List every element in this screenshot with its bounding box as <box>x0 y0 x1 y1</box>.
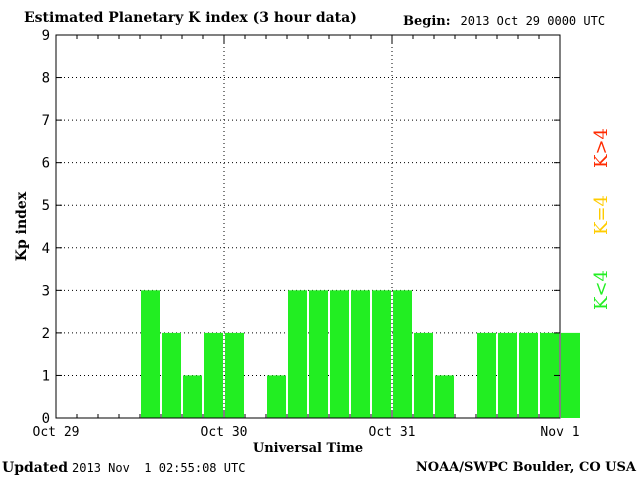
x-tick-label: Oct 29 <box>33 425 80 440</box>
kp-bar <box>267 375 286 418</box>
kp-bar <box>540 332 559 418</box>
legend-k-equal-4: K=4 <box>591 195 612 235</box>
x-tick-label: Nov 1 <box>540 425 579 440</box>
kp-bar <box>225 332 244 418</box>
updated-value: 2013 Nov 1 02:55:08 UTC <box>72 461 246 475</box>
y-tick-label: 9 <box>42 28 50 44</box>
begin-time: Begin: 2013 Oct 29 0000 UTC <box>403 14 605 29</box>
kp-bar <box>309 290 328 418</box>
source-credit: NOAA/SWPC Boulder, CO USA <box>415 460 636 475</box>
kp-bar <box>162 332 181 418</box>
y-tick-label: 2 <box>42 326 50 342</box>
y-axis-label: Kp index <box>14 191 30 261</box>
x-tick-label: Oct 31 <box>369 425 416 440</box>
begin-value: 2013 Oct 29 0000 UTC <box>460 14 606 28</box>
kp-bar <box>288 290 307 418</box>
y-tick-label: 8 <box>42 71 50 87</box>
y-tick-label: 6 <box>42 156 50 172</box>
chart-title: Estimated Planetary K index (3 hour data… <box>24 10 357 26</box>
y-tick-label: 0 <box>42 411 50 427</box>
grid-lines <box>56 35 560 418</box>
begin-label: Begin: <box>403 14 451 29</box>
kp-bar <box>561 332 580 418</box>
y-tick-label: 5 <box>42 198 50 214</box>
kp-bar <box>477 332 496 418</box>
legend-k-greater-4: K>4 <box>591 128 612 168</box>
kp-bar <box>204 332 223 418</box>
kp-bar <box>414 332 433 418</box>
y-tick-label: 1 <box>42 368 50 384</box>
y-tick-label: 3 <box>42 283 50 299</box>
kp-bar <box>183 375 202 418</box>
y-tick-label: 4 <box>42 241 50 257</box>
kp-bar <box>435 375 454 418</box>
bars-group <box>141 290 580 418</box>
kp-bar <box>351 290 370 418</box>
legend-k-less-4: K<4 <box>591 270 612 310</box>
x-axis-label: Universal Time <box>253 441 363 456</box>
kp-bar <box>330 290 349 418</box>
x-tick-labels: Oct 29 Oct 30 Oct 31 Nov 1 <box>33 425 580 440</box>
kp-bar <box>372 290 391 418</box>
kp-bar <box>141 290 160 418</box>
updated-label: Updated <box>2 460 69 476</box>
x-tick-label: Oct 30 <box>201 425 248 440</box>
kp-bar <box>498 332 517 418</box>
updated-time: Updated 2013 Nov 1 02:55:08 UTC <box>2 460 245 476</box>
y-tick-label: 7 <box>42 113 50 129</box>
y-tick-labels: 0 1 2 3 4 5 6 7 8 9 <box>42 28 50 427</box>
kp-bar <box>519 332 538 418</box>
axis-ticks <box>55 34 561 419</box>
kp-bar <box>393 290 412 418</box>
